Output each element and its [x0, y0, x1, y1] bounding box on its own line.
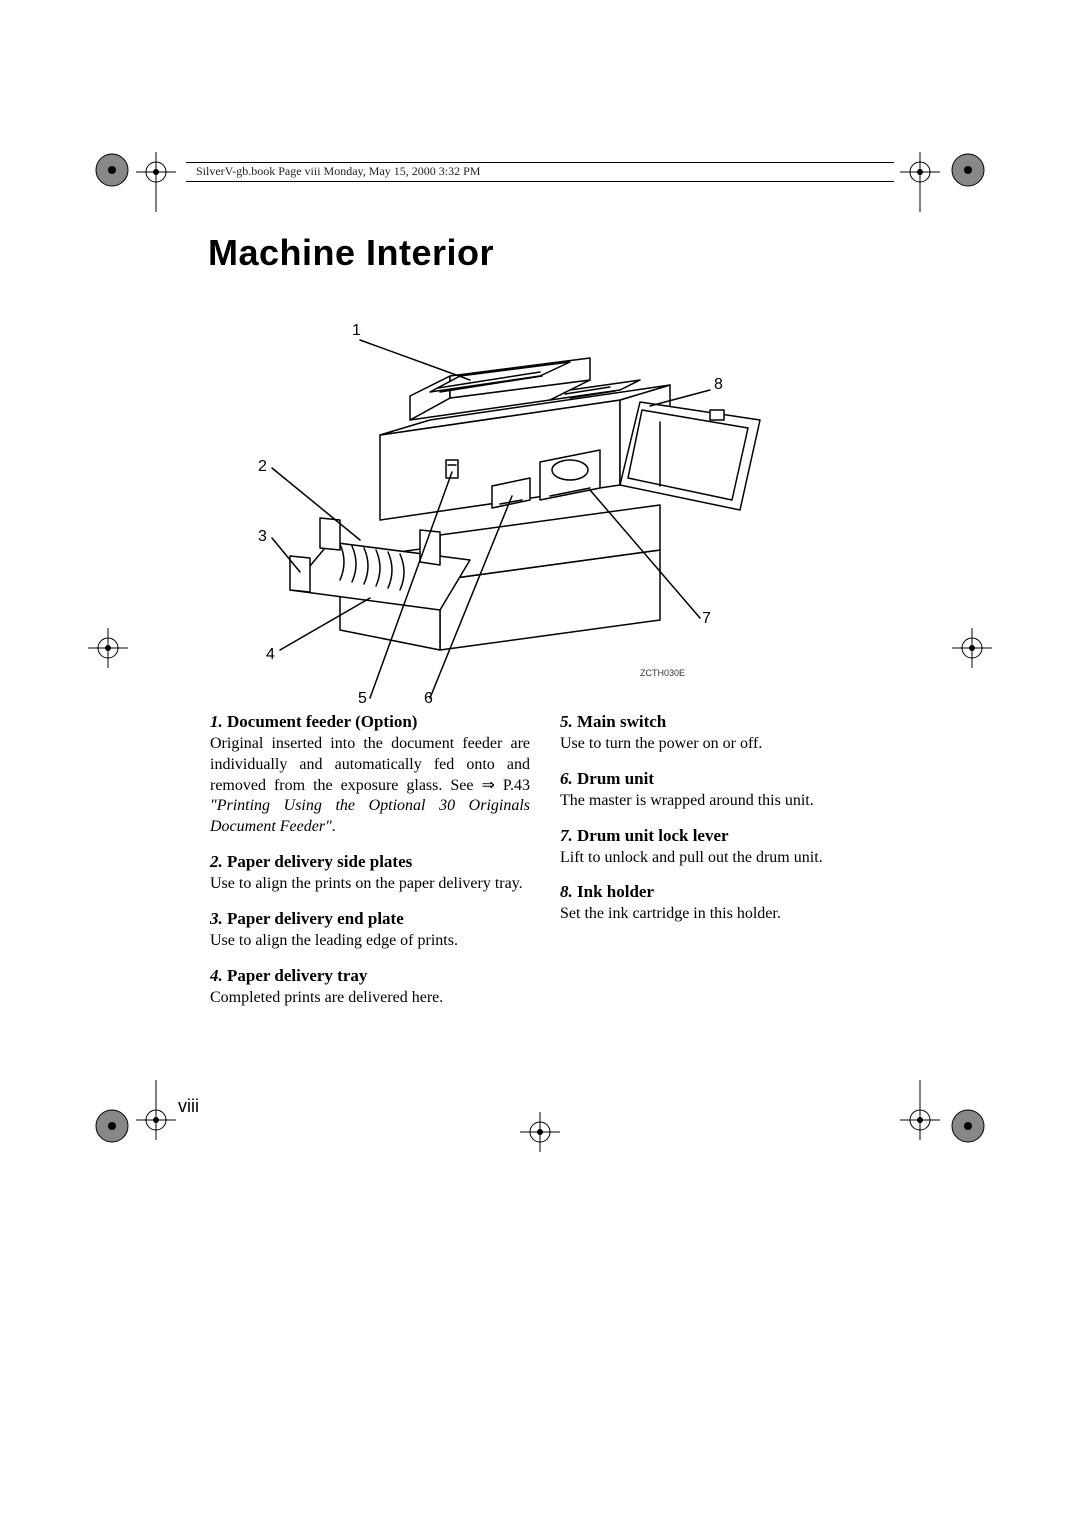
callout-8: 8 [714, 376, 723, 394]
item-8-num: 8. [560, 882, 573, 901]
item-7-title: Drum unit lock lever [577, 826, 729, 845]
item-6-body: The master is wrapped around this unit. [560, 791, 880, 812]
callout-6: 6 [424, 690, 433, 708]
item-1-title: Document feeder (Option) [227, 712, 417, 731]
diagram-code: ZCTH030E [640, 668, 685, 678]
item-3-title: Paper delivery end plate [227, 909, 404, 928]
regmark-bl2 [136, 1080, 176, 1140]
item-5-body: Use to turn the power on or off. [560, 734, 880, 755]
page: { "runhead": "SilverV-gb.book Page viii … [0, 0, 1080, 1528]
callout-5: 5 [358, 690, 367, 708]
item-7-head: 7. Drum unit lock lever [560, 826, 880, 846]
left-column: 1. Document feeder (Option) Original ins… [210, 712, 530, 1022]
regmark-tl [90, 148, 134, 192]
item-1-body-post: . [332, 818, 336, 835]
item-3-body: Use to align the leading edge of prints. [210, 931, 530, 952]
item-6-title: Drum unit [577, 769, 654, 788]
item-3-num: 3. [210, 909, 223, 928]
item-1: 1. Document feeder (Option) Original ins… [210, 712, 530, 838]
regmark-tl2 [136, 152, 176, 212]
regmark-tr2 [900, 152, 940, 212]
regmark-bm [520, 1112, 560, 1152]
callout-1: 1 [352, 322, 361, 340]
item-4: 4. Paper delivery tray Completed prints … [210, 966, 530, 1009]
item-4-body: Completed prints are delivered here. [210, 988, 530, 1009]
page-number: viii [178, 1096, 199, 1117]
item-1-num: 1. [210, 712, 223, 731]
item-1-body-pre: Original inserted into the document feed… [210, 735, 530, 794]
item-5-head: 5. Main switch [560, 712, 880, 732]
regmark-br [946, 1104, 990, 1148]
machine-diagram: 1 2 3 4 5 6 7 8 ZCTH030E [240, 310, 860, 710]
item-6-head: 6. Drum unit [560, 769, 880, 789]
item-8: 8. Ink holder Set the ink cartridge in t… [560, 882, 880, 925]
regmark-bl [90, 1104, 134, 1148]
item-5-num: 5. [560, 712, 573, 731]
item-2-title: Paper delivery side plates [227, 852, 412, 871]
callout-4: 4 [266, 646, 275, 664]
item-2-num: 2. [210, 852, 223, 871]
item-5-title: Main switch [577, 712, 666, 731]
item-4-head: 4. Paper delivery tray [210, 966, 530, 986]
item-1-body: Original inserted into the document feed… [210, 734, 530, 838]
right-column: 5. Main switch Use to turn the power on … [560, 712, 880, 1022]
item-8-head: 8. Ink holder [560, 882, 880, 902]
item-1-body-ref: "Printing Using the Optional 30 Original… [210, 797, 530, 835]
item-7-body: Lift to unlock and pull out the drum uni… [560, 848, 880, 869]
definitions-columns: 1. Document feeder (Option) Original ins… [210, 712, 880, 1022]
item-6-num: 6. [560, 769, 573, 788]
callout-7: 7 [702, 610, 711, 628]
item-8-body: Set the ink cartridge in this holder. [560, 904, 880, 925]
item-6: 6. Drum unit The master is wrapped aroun… [560, 769, 880, 812]
regmark-ml [88, 628, 128, 668]
regmark-tr [946, 148, 990, 192]
item-8-title: Ink holder [577, 882, 654, 901]
item-5: 5. Main switch Use to turn the power on … [560, 712, 880, 755]
item-7-num: 7. [560, 826, 573, 845]
item-7: 7. Drum unit lock lever Lift to unlock a… [560, 826, 880, 869]
item-2: 2. Paper delivery side plates Use to ali… [210, 852, 530, 895]
item-2-head: 2. Paper delivery side plates [210, 852, 530, 872]
page-title: Machine Interior [208, 232, 494, 274]
regmark-br2 [900, 1080, 940, 1140]
item-4-num: 4. [210, 966, 223, 985]
runhead-text: SilverV-gb.book Page viii Monday, May 15… [196, 164, 480, 179]
item-4-title: Paper delivery tray [227, 966, 367, 985]
item-3: 3. Paper delivery end plate Use to align… [210, 909, 530, 952]
callout-2: 2 [258, 458, 267, 476]
regmark-mr [952, 628, 992, 668]
callout-3: 3 [258, 528, 267, 546]
item-2-body: Use to align the prints on the paper del… [210, 874, 530, 895]
item-1-head: 1. Document feeder (Option) [210, 712, 530, 732]
item-3-head: 3. Paper delivery end plate [210, 909, 530, 929]
